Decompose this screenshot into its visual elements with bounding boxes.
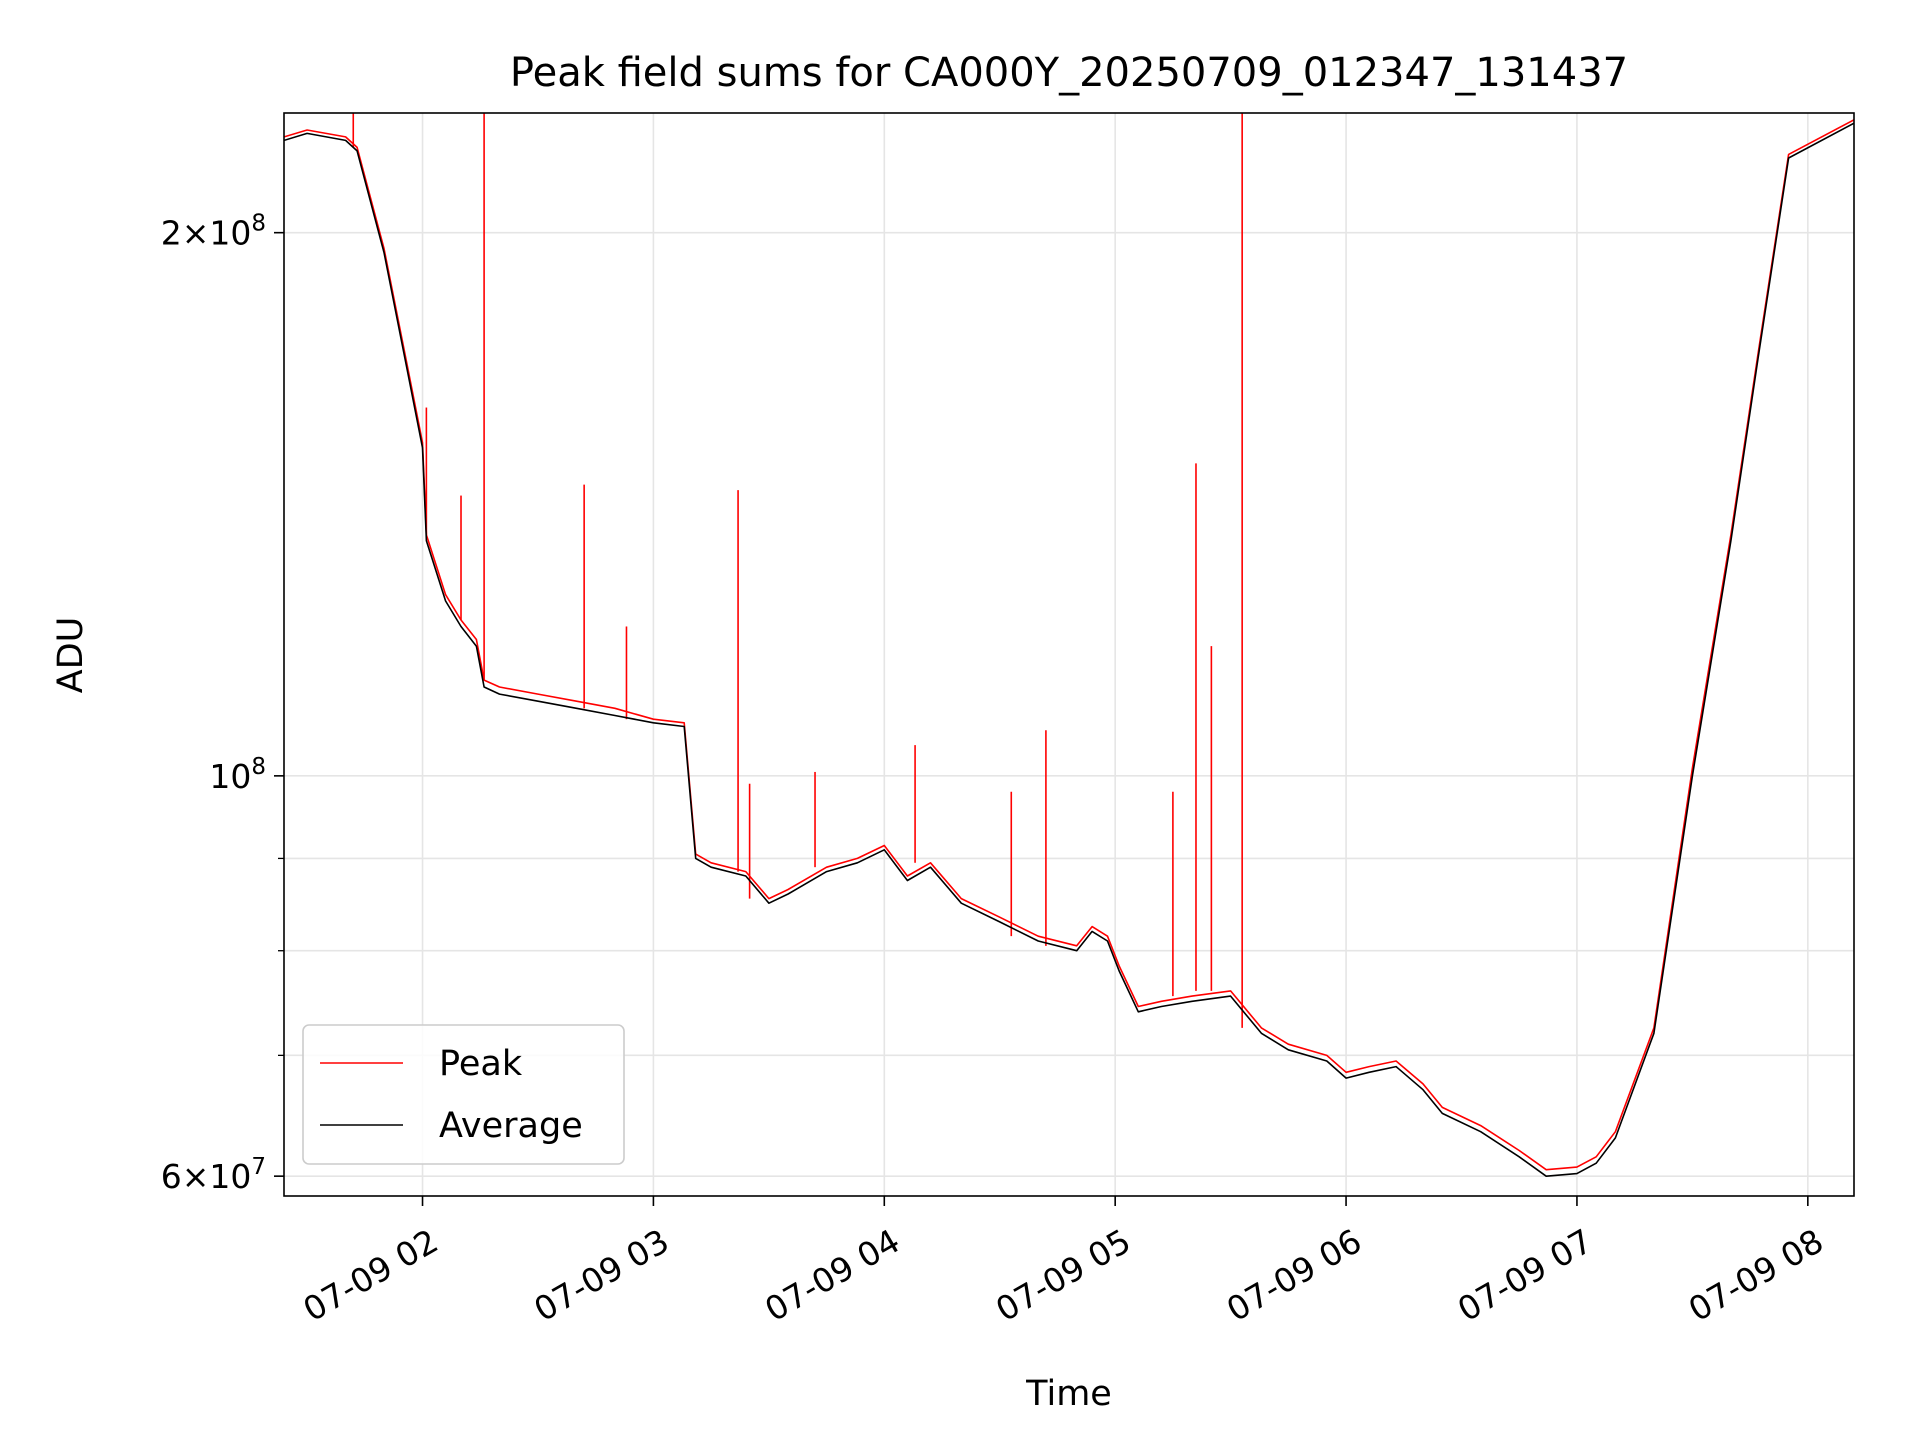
y-tick-label: 2×108: [161, 211, 266, 253]
y-axis: 6×107 108 2×108: [161, 211, 284, 1196]
y-tick-label: 6×107: [161, 1154, 266, 1196]
plot-frame: [283, 112, 1855, 1197]
series-line-peak: [284, 119, 1854, 1171]
series-line-average: [284, 122, 1854, 1177]
legend-label-peak: Peak: [439, 1044, 523, 1084]
y-tick-label: 108: [209, 754, 266, 796]
chart-title: Peak field sums for CA000Y_20250709_0123…: [510, 50, 1628, 96]
legend: Peak Average: [302, 1024, 625, 1165]
x-axis-label: Time: [1025, 1374, 1112, 1414]
y-axis-label: ADU: [51, 617, 91, 694]
legend-box: [302, 1024, 625, 1165]
legend-label-average: Average: [439, 1106, 583, 1146]
series-layer: [284, 113, 1854, 1177]
grid: [284, 113, 1854, 1196]
